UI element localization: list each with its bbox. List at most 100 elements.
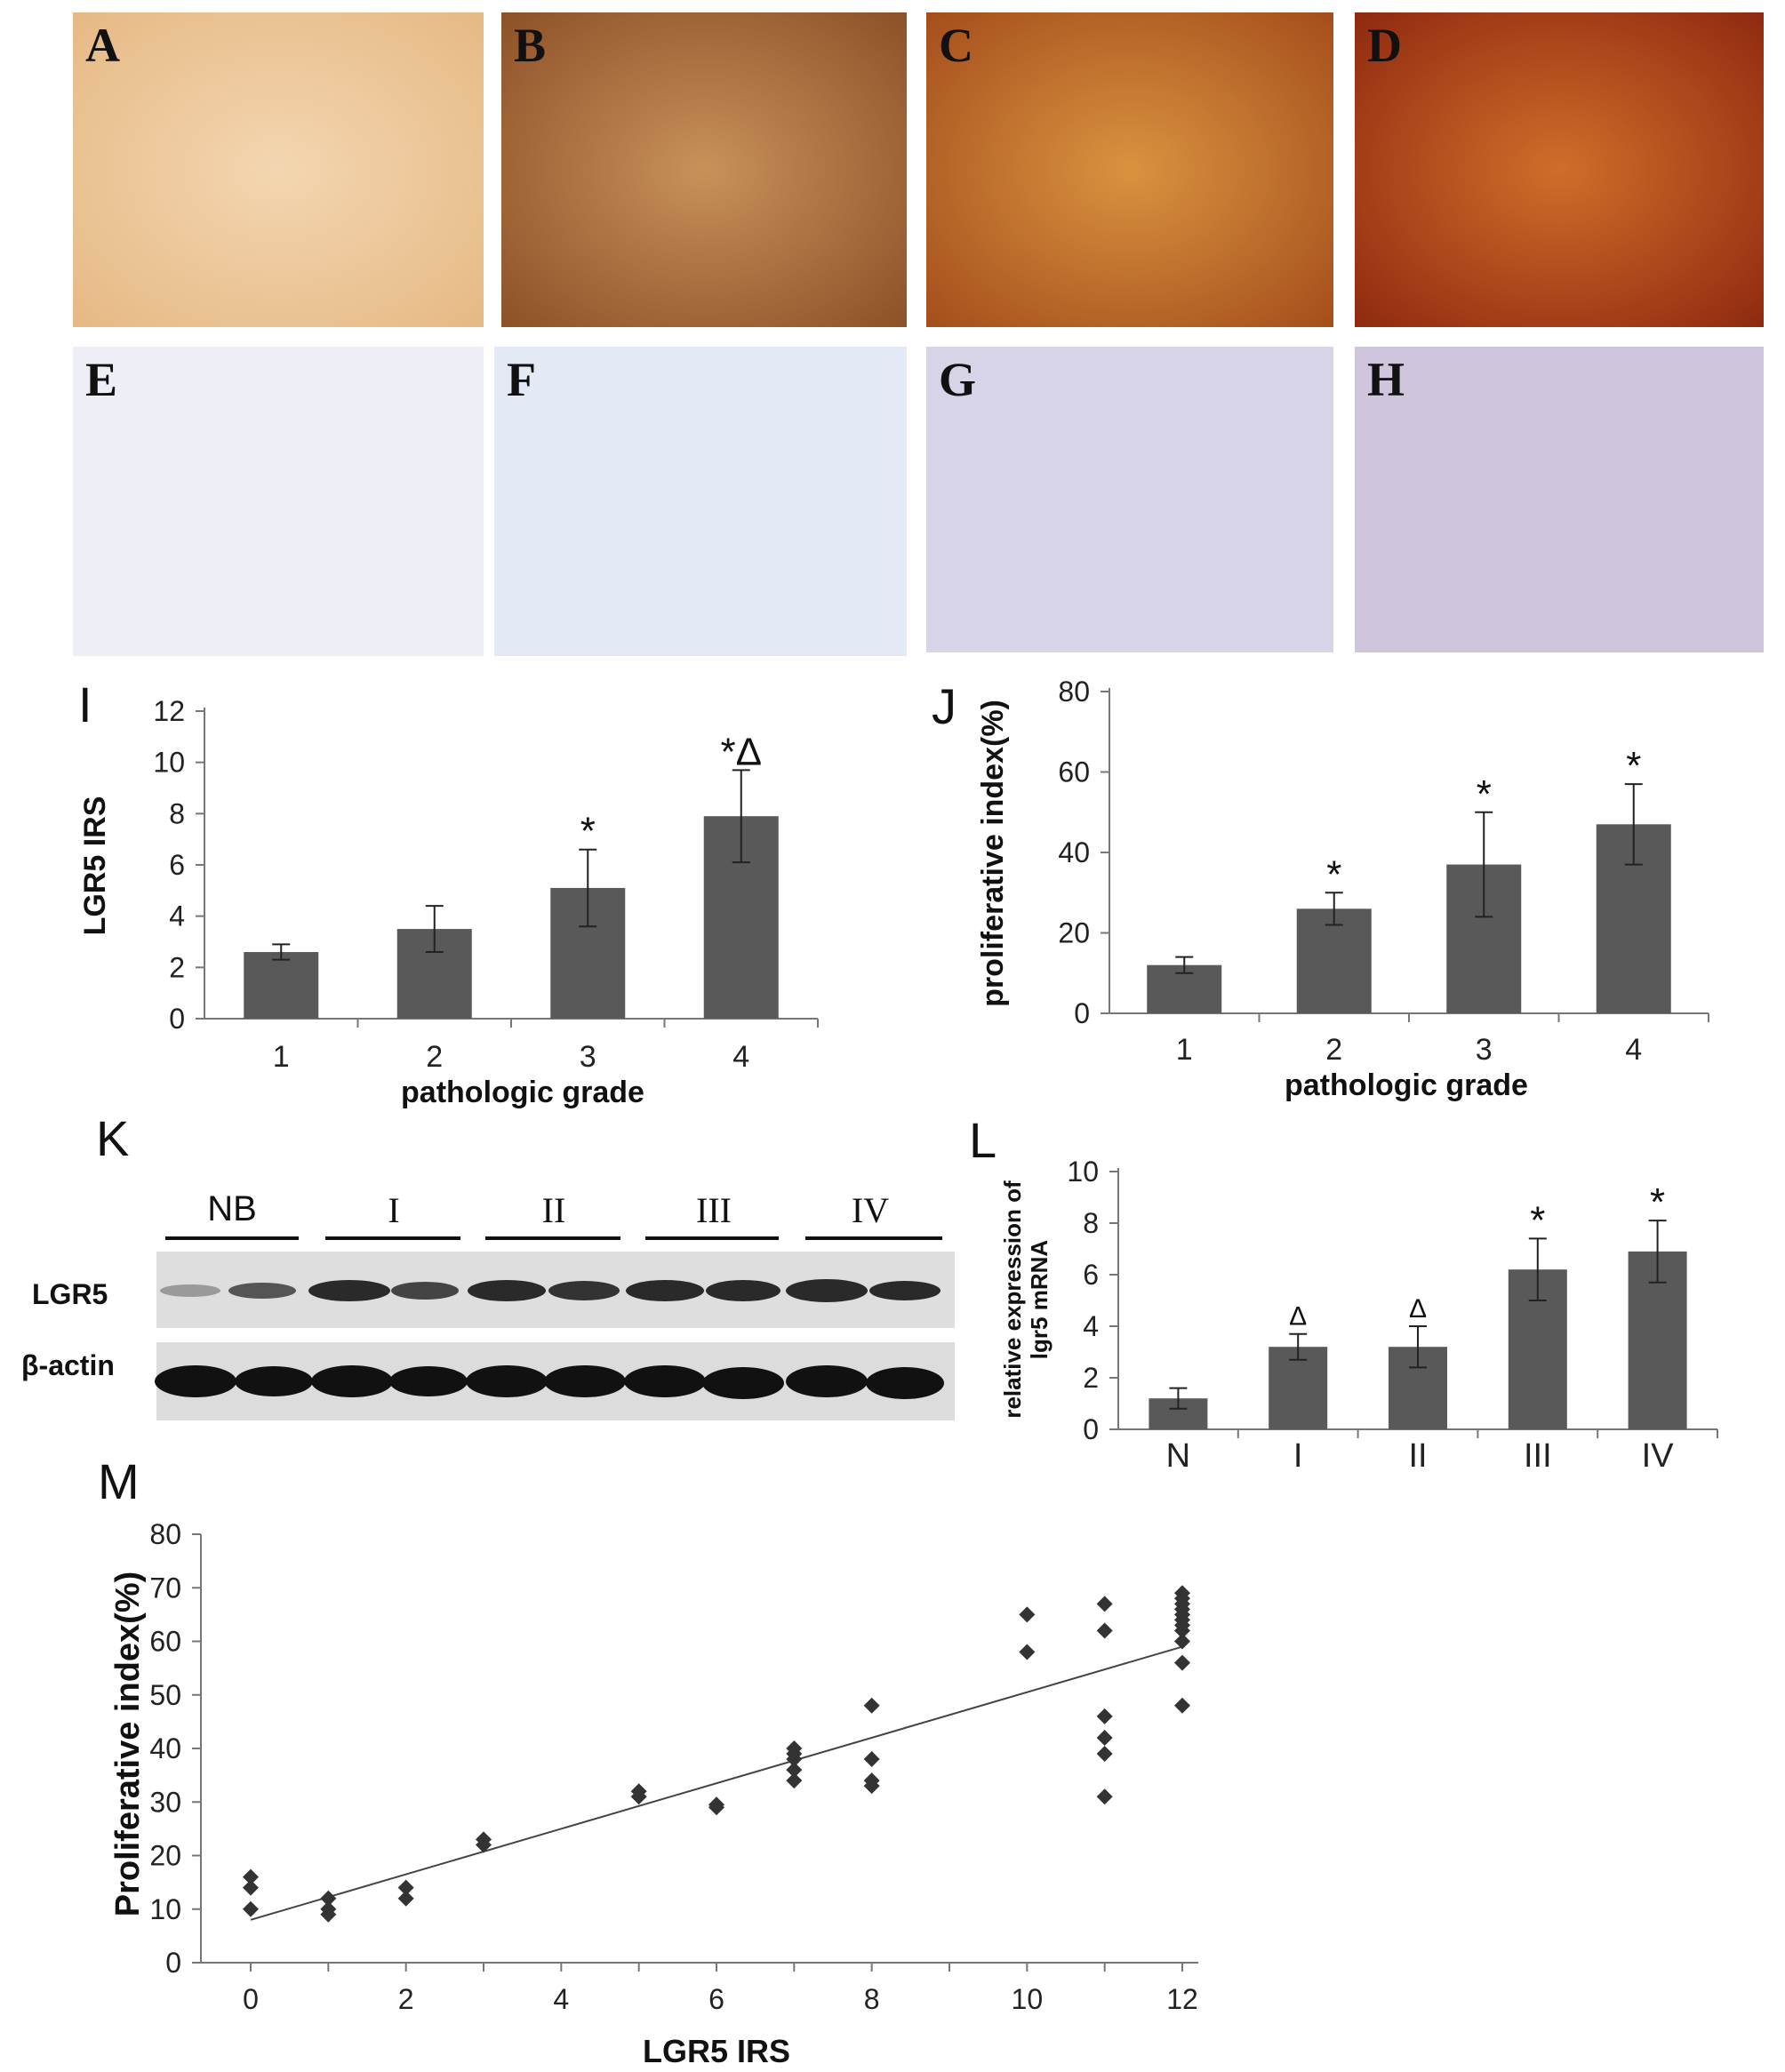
y-tick-label: 0 <box>165 1947 181 1979</box>
x-tick-label: 4 <box>553 1983 569 2015</box>
data-point <box>786 1772 803 1789</box>
y-tick-label: 12 <box>153 695 185 727</box>
x-axis-label: LGR5 IRS <box>643 2033 790 2069</box>
data-point <box>1174 1585 1190 1602</box>
data-point <box>1174 1697 1190 1714</box>
x-tick-label: 12 <box>1166 1983 1198 2015</box>
y-tick-label: 8 <box>169 797 185 829</box>
x-axis-label: pathologic grade <box>401 1076 644 1109</box>
panel-label-d: D <box>1367 19 1402 72</box>
x-tick-label: 2 <box>398 1983 414 2015</box>
y-tick-label: 60 <box>1058 756 1090 788</box>
data-point <box>320 1900 337 1917</box>
y-tick-label: 10 <box>149 1893 181 1925</box>
y-tick-label: 8 <box>1083 1207 1099 1239</box>
data-point <box>1096 1622 1113 1639</box>
significance-marker: * <box>580 810 596 853</box>
significance-marker: * <box>1530 1198 1545 1242</box>
data-point <box>863 1772 880 1789</box>
micrograph-c: C <box>926 12 1333 327</box>
data-point <box>1096 1708 1113 1724</box>
data-point <box>397 1879 414 1896</box>
y-tick-label: 20 <box>1058 917 1090 949</box>
lane-group-iii: III <box>696 1190 732 1230</box>
panel-letter-l: L <box>969 1112 997 1168</box>
bar <box>1296 908 1372 1013</box>
chart-l: 0 2 4 6 8 10 N Δ I Δ II * III * IV relative expression … <box>999 1156 1718 1475</box>
blot-row-label-actin: β-actin <box>21 1349 115 1381</box>
lane-group-i: I <box>388 1190 400 1230</box>
significance-marker: * <box>1650 1180 1665 1224</box>
significance-marker: Δ <box>1409 1294 1427 1324</box>
y-tick-label: 40 <box>1058 836 1090 868</box>
micrograph-e: E <box>73 347 484 656</box>
x-tick-label: 4 <box>1625 1033 1642 1067</box>
x-tick-label: 2 <box>1325 1033 1342 1067</box>
data-point <box>1019 1606 1036 1623</box>
blot-row-label-lgr5: LGR5 <box>32 1278 108 1310</box>
x-tick-label: 10 <box>1012 1983 1044 2015</box>
micrograph-h: H <box>1355 347 1764 652</box>
data-point <box>630 1783 647 1800</box>
data-point <box>243 1900 259 1917</box>
y-tick-label: 0 <box>1074 997 1090 1029</box>
y-tick-label: 2 <box>169 951 185 983</box>
x-tick-label: 3 <box>580 1040 596 1074</box>
y-axis-label-line: lgr5 mRNA <box>1026 1240 1053 1360</box>
y-tick-label: 10 <box>1067 1156 1099 1188</box>
y-tick-label: 50 <box>149 1679 181 1711</box>
x-tick-label: 4 <box>732 1040 749 1074</box>
significance-marker: Δ <box>1289 1302 1307 1332</box>
data-point <box>1096 1788 1113 1805</box>
lane-group-iv: IV <box>851 1190 890 1230</box>
bar <box>244 952 319 1019</box>
y-tick-label: 0 <box>1083 1413 1099 1445</box>
data-point <box>786 1740 803 1756</box>
significance-marker: *Δ <box>720 730 762 773</box>
data-point <box>1019 1644 1036 1660</box>
x-tick-label: 1 <box>273 1040 290 1074</box>
y-axis-label-line: relative expression of <box>999 1180 1026 1419</box>
micrograph-d: D <box>1355 12 1764 327</box>
y-tick-label: 80 <box>149 1518 181 1550</box>
y-tick-label: 6 <box>169 849 185 881</box>
data-point <box>708 1796 724 1813</box>
data-point <box>786 1762 803 1779</box>
data-point <box>1174 1654 1190 1671</box>
panel-label-c: C <box>939 19 973 72</box>
y-tick-label: 80 <box>1058 676 1090 708</box>
data-point <box>1096 1746 1113 1763</box>
panel-letter-m: M <box>98 1453 140 1509</box>
y-tick-label: 70 <box>149 1572 181 1604</box>
x-tick-label: 2 <box>426 1040 443 1074</box>
y-axis-label: Proliferative index(%) <box>109 1572 147 1917</box>
data-point <box>476 1831 492 1848</box>
panel-label-g: G <box>939 353 977 406</box>
chart-m: 0 10 20 30 40 50 60 70 80 0 2 4 6 8 10 12 LGR5 IRS Prolif… <box>109 1518 1198 2069</box>
panel-label-b: B <box>514 19 547 72</box>
y-tick-label: 4 <box>1083 1310 1099 1342</box>
data-point <box>243 1879 259 1896</box>
panel-letter-i: I <box>78 676 92 732</box>
y-tick-label: 60 <box>149 1626 181 1658</box>
panel-label-f: F <box>507 353 536 406</box>
data-point <box>1174 1633 1190 1650</box>
y-axis-label: proliferative index(%) <box>976 700 1010 1007</box>
x-tick-label: III <box>1524 1437 1552 1475</box>
y-tick-label: 20 <box>149 1840 181 1872</box>
data-point <box>1096 1729 1113 1746</box>
significance-marker: * <box>1477 772 1492 816</box>
data-point <box>863 1751 880 1768</box>
y-tick-label: 2 <box>1083 1362 1099 1394</box>
data-point <box>320 1890 337 1907</box>
y-tick-label: 10 <box>153 747 185 779</box>
panel-letter-k: K <box>96 1110 130 1166</box>
data-point <box>243 1868 259 1885</box>
x-tick-label: N <box>1166 1437 1190 1475</box>
micrograph-f: F <box>494 347 907 656</box>
y-tick-label: 40 <box>149 1732 181 1764</box>
x-tick-label: 1 <box>1176 1033 1193 1067</box>
micrograph-b: B <box>501 12 907 327</box>
